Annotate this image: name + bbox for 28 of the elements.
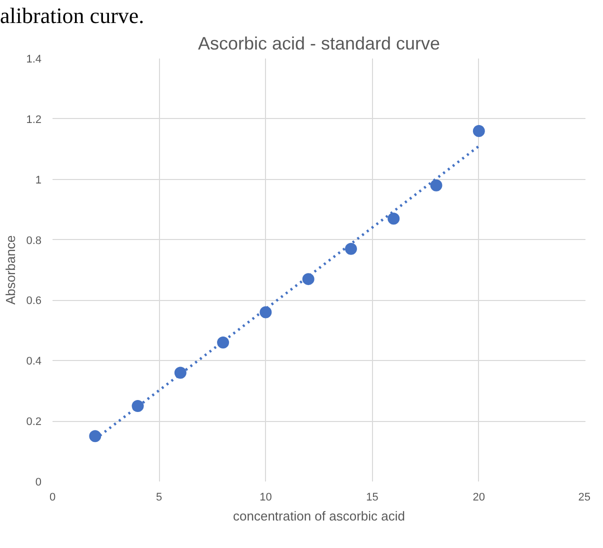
point (302, 273, 314, 286)
y-tick-label: 1 (35, 174, 42, 186)
point (388, 212, 400, 225)
x-tick-label: 0 (49, 492, 56, 504)
text: alibration curve. (0, 2, 144, 30)
point (132, 400, 144, 412)
point (174, 366, 186, 379)
x-tick-label: 20 (472, 492, 486, 504)
point (472, 125, 485, 138)
y-tick-label: 0.4 (26, 356, 42, 368)
y-tick-label: 0.6 (26, 295, 42, 308)
point (89, 430, 102, 442)
x-tick-label: 15 (366, 492, 378, 504)
x-tick-label: 10 (260, 492, 272, 504)
point (260, 306, 272, 318)
y-tick-label: 1.4 (26, 54, 42, 66)
point (430, 179, 442, 192)
point (344, 242, 357, 255)
y-tick-label: 0.8 (26, 234, 42, 247)
x-tick-label: 5 (156, 492, 162, 504)
chart-title: Ascorbic acid - standard curve (198, 34, 440, 54)
y-axis-title: Absorbance (3, 235, 18, 305)
point (217, 336, 230, 349)
x-tick-label: 25 (578, 492, 591, 504)
x-axis-title: concentration of ascorbic acid (233, 508, 405, 524)
y-tick-label: 1.2 (26, 114, 42, 126)
y-tick-label: 0.2 (26, 416, 42, 428)
y-tick-label: 0 (35, 476, 42, 488)
